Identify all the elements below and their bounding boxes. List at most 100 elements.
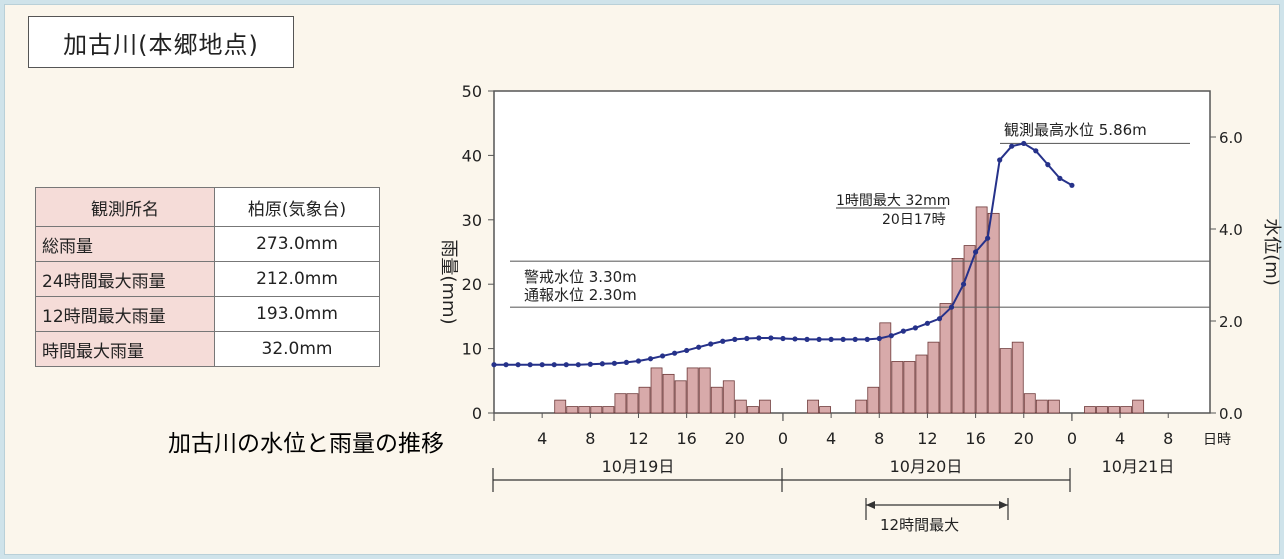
water-level-point (720, 338, 726, 344)
day-label: 10月19日 (602, 457, 675, 476)
x-tick-label: 0 (1067, 429, 1077, 448)
x-tick-label: 20 (1014, 429, 1034, 448)
water-level-point (659, 353, 666, 359)
rainfall-bar (1011, 341, 1024, 414)
x-tick-label: 8 (585, 429, 595, 448)
x-tick-label: 16 (965, 429, 985, 448)
rainfall-bar (999, 348, 1012, 414)
water-level-point (599, 361, 605, 367)
period-arrow-right (999, 501, 1008, 509)
y-tick-label-left: 40 (462, 146, 482, 165)
water-level-point (684, 347, 690, 354)
figure-caption: 加古川の水位と雨量の推移 (168, 431, 444, 457)
table-cell-value: 193.0mm (214, 296, 380, 332)
water-level-point (948, 304, 955, 310)
water-level-point (611, 360, 618, 366)
period-arrow-left (866, 501, 875, 509)
water-level-point (503, 362, 509, 368)
day-labels: 10月19日 10月20日 10月21日 (602, 457, 1175, 476)
water-level-point (912, 325, 919, 331)
rainfall-bar (987, 212, 1000, 414)
water-level-point (491, 362, 497, 368)
rainfall-bar (746, 406, 759, 414)
rainfall-bar (674, 380, 687, 414)
rainfall-bar (566, 406, 579, 414)
water-level-point (852, 336, 858, 342)
y-tick-label-left: 50 (462, 82, 482, 101)
day-label: 10月21日 (1102, 457, 1175, 476)
rainfall-bar (758, 399, 771, 414)
y-tick-label-left: 10 (462, 340, 482, 359)
water-level-point (792, 336, 798, 342)
water-level-point (515, 362, 521, 368)
table-cell-value: 32.0mm (214, 331, 380, 367)
x-tick-label: 8 (874, 429, 884, 448)
water-level-series (491, 140, 1075, 368)
rainfall-bar (578, 406, 591, 414)
rainfall-bar (1047, 399, 1060, 414)
table-cell-label: 12時間最大雨量 (35, 296, 215, 332)
x-tick-label: 20 (725, 429, 745, 448)
water-level-point (864, 336, 870, 342)
water-level-point (575, 362, 581, 368)
water-level-point (1045, 162, 1051, 168)
x-tick-label: 4 (826, 429, 836, 448)
table-cell-value: 212.0mm (214, 261, 380, 297)
table-cell-value: 273.0mm (214, 226, 380, 262)
water-level-point (672, 350, 678, 356)
rainfall-bar (590, 406, 603, 414)
rainfall-bar (686, 367, 699, 414)
water-level-point (1033, 148, 1039, 154)
rainfall-bar (554, 399, 567, 414)
water-level-point (780, 335, 786, 342)
water-level-point (804, 336, 810, 342)
rainfall-bar (903, 361, 916, 414)
rainfall-bar (602, 406, 615, 414)
reference-line-label: 観測最高水位 5.86m (1004, 121, 1147, 139)
water-level-point (708, 341, 714, 347)
water-level-point (527, 362, 533, 368)
water-level-point (756, 335, 762, 341)
water-level-point (732, 336, 738, 342)
water-level-point (876, 335, 882, 342)
rainfall-bar (819, 406, 832, 414)
rainfall-bar (939, 303, 952, 414)
reference-line-label: 警戒水位 3.30m (524, 268, 637, 286)
rainfall-bar (807, 399, 819, 414)
water-level-point (888, 333, 894, 339)
annotation-max-hourly-time: 20日17時 (882, 212, 946, 228)
rainfall-bar (1023, 393, 1036, 414)
table-row: 時間最大雨量 32.0mm (35, 331, 380, 367)
water-level-point (768, 335, 774, 341)
rainfall-bar (734, 399, 747, 414)
rainfall-bar (879, 322, 892, 414)
table-cell-label: 時間最大雨量 (35, 331, 215, 367)
rainfall-bar (951, 258, 964, 414)
table-cell-label: 24時間最大雨量 (35, 261, 215, 297)
water-level-point (623, 359, 630, 365)
rainfall-bar (698, 367, 711, 414)
rainfall-bar (662, 373, 675, 414)
rainfall-bar (1108, 406, 1120, 414)
rainfall-bar (975, 206, 988, 414)
plot-area (493, 90, 1211, 414)
x-tick-label: 16 (676, 429, 696, 448)
rainfall-summary-table: 観測所名 柏原(気象台) 総雨量 273.0mm 24時間最大雨量 212.0m… (35, 187, 380, 367)
water-level-point (936, 316, 943, 322)
y-tick-label-left: 20 (462, 275, 482, 294)
water-level-point (985, 235, 991, 241)
y-tick-label-right: 4.0 (1219, 221, 1243, 239)
day-label: 10月20日 (890, 457, 963, 476)
water-level-point (900, 328, 906, 334)
water-level-point (744, 335, 750, 342)
water-level-point (563, 362, 569, 368)
y-tick-label-right: 0.0 (1219, 405, 1243, 423)
table-row: 総雨量 273.0mm (35, 226, 380, 262)
water-level-point (973, 249, 979, 255)
y-tick-label-right: 2.0 (1219, 313, 1243, 331)
table-header-cell: 観測所名 (35, 187, 215, 227)
rainfall-bar (927, 341, 940, 414)
x-tick-label: 4 (1115, 429, 1125, 448)
x-tick-label: 12 (917, 429, 937, 448)
rainfall-bar (1096, 406, 1108, 414)
